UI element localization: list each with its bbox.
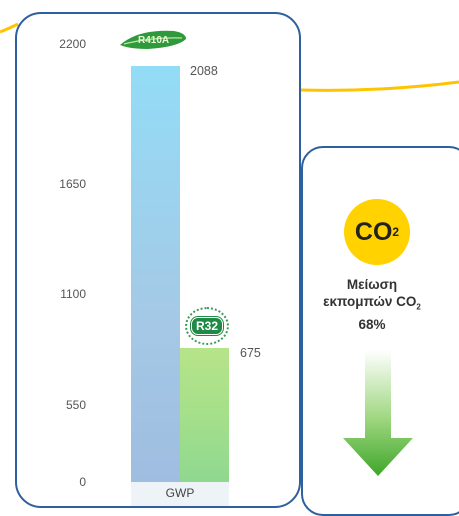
bar-r410a [131,66,180,482]
co2-main: CO [354,217,393,246]
y-tick-label: 1100 [60,287,86,301]
info-line1: Μείωση [346,277,398,292]
r32-label: R32 [189,316,225,336]
r410a-badge: R410A [118,27,188,56]
down-arrow-icon [343,350,413,476]
y-tick-label: 1650 [59,177,86,191]
data-label-r410a: 2088 [190,64,218,79]
y-tick-label: 2200 [59,37,86,51]
data-label-r32: 675 [240,345,261,360]
r32-badge: R32 [185,307,229,345]
x-axis-label: GWP [131,482,229,506]
co2-reduction-text: Μείωση εκπομπών CO2 68% [301,276,443,333]
bar-r32 [180,347,229,482]
co2-subscript: 2 [392,225,400,239]
co2-circle: CO 2 [344,199,410,265]
leaf-icon: R410A [120,30,186,49]
info-line2: εκπομπών CO2 [323,294,421,312]
info-percent: 68% [358,316,386,332]
y-tick-label: 0 [79,475,86,489]
y-tick-label: 550 [65,398,86,412]
r410a-label: R410A [138,35,169,46]
